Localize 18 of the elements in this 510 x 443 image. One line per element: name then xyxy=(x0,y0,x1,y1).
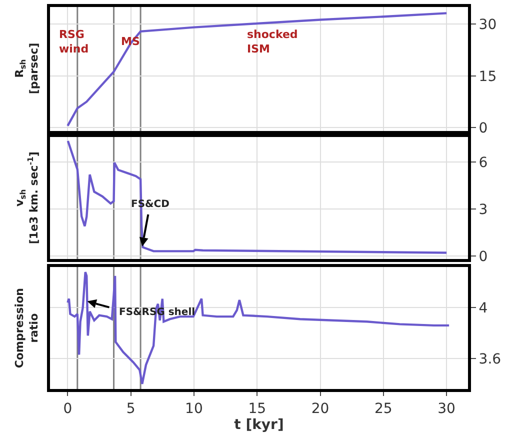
y-tick-label: 4 xyxy=(478,300,488,317)
x-tick-label: 10 xyxy=(185,400,203,417)
x-axis-title: t [kyr] xyxy=(234,417,284,434)
x-tick-label: 15 xyxy=(248,400,266,417)
y-tick-label: 3.6 xyxy=(478,351,502,368)
y-tick-label: 0 xyxy=(478,120,488,136)
y-tick-label: 15 xyxy=(478,68,497,85)
x-tick-label: 5 xyxy=(126,400,136,417)
x-tick-label: 30 xyxy=(438,400,456,417)
x-tick-label: 20 xyxy=(311,400,330,417)
y-axis-title: Compression ratio xyxy=(13,288,40,368)
y-tick-label: 6 xyxy=(478,154,488,171)
y-tick-label: 30 xyxy=(478,17,497,34)
x-tick-label: 25 xyxy=(374,400,392,417)
x-tick-label: 0 xyxy=(63,400,72,417)
y-tick-label: 3 xyxy=(478,202,488,218)
y-tick-label: 0 xyxy=(478,248,488,265)
annotation: shocked ISM xyxy=(247,28,298,56)
